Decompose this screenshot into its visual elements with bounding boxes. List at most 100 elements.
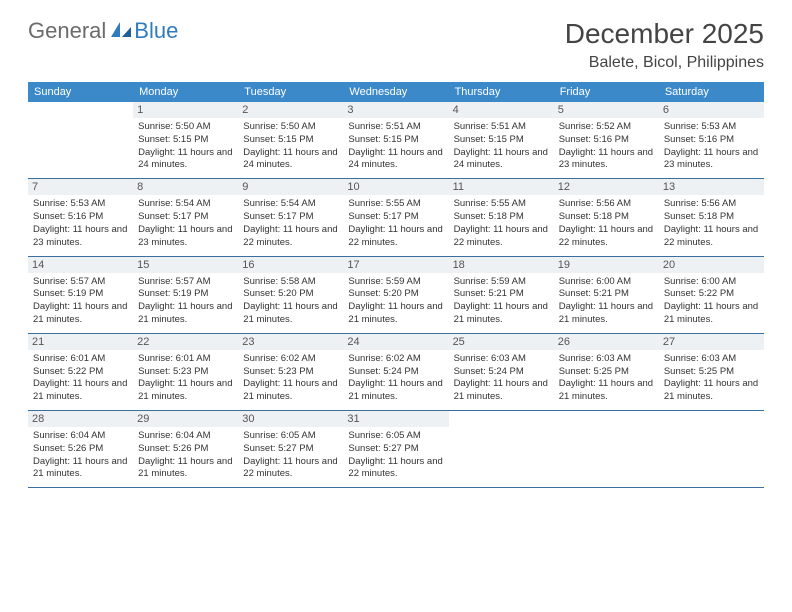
daylight-line: Daylight: 11 hours and 21 minutes.	[138, 301, 233, 327]
sunrise-line: Sunrise: 5:51 AM	[348, 121, 443, 134]
calendar-day-cell: 9 Sunrise: 5:54 AMSunset: 5:17 PMDaylight…	[238, 179, 343, 256]
calendar-day-cell: 14Sunrise: 5:57 AMSunset: 5:19 PMDayligh…	[28, 256, 133, 333]
calendar-day-cell: 31Sunrise: 6:05 AMSunset: 5:27 PMDayligh…	[343, 411, 448, 488]
day-number: 22	[133, 334, 238, 350]
day-info: Sunrise: 6:02 AMSunset: 5:23 PMDaylight:…	[243, 353, 338, 404]
logo-sail-icon	[110, 20, 132, 43]
day-info: Sunrise: 6:03 AMSunset: 5:25 PMDaylight:…	[559, 353, 654, 404]
day-info: Sunrise: 6:02 AMSunset: 5:24 PMDaylight:…	[348, 353, 443, 404]
calendar-day-cell: 27Sunrise: 6:03 AMSunset: 5:25 PMDayligh…	[659, 333, 764, 410]
sunrise-line: Sunrise: 5:52 AM	[559, 121, 654, 134]
location-text: Balete, Bicol, Philippines	[565, 54, 764, 72]
day-number: 1	[133, 102, 238, 118]
sunrise-line: Sunrise: 5:53 AM	[33, 198, 128, 211]
calendar-day-cell: 8Sunrise: 5:54 AMSunset: 5:17 PMDaylight…	[133, 179, 238, 256]
daylight-line: Daylight: 11 hours and 21 minutes.	[33, 378, 128, 404]
sunset-line: Sunset: 5:15 PM	[138, 134, 233, 147]
logo: General Blue	[28, 18, 178, 44]
sunrise-line: Sunrise: 5:57 AM	[33, 276, 128, 289]
sunset-line: Sunset: 5:17 PM	[348, 211, 443, 224]
sunrise-line: Sunrise: 5:53 AM	[664, 121, 759, 134]
sunrise-line: Sunrise: 6:01 AM	[33, 353, 128, 366]
daylight-line: Daylight: 11 hours and 22 minutes.	[243, 456, 338, 482]
day-number: 26	[554, 334, 659, 350]
calendar-day-cell: 22Sunrise: 6:01 AMSunset: 5:23 PMDayligh…	[133, 333, 238, 410]
day-info: Sunrise: 5:51 AMSunset: 5:15 PMDaylight:…	[454, 121, 549, 172]
sunset-line: Sunset: 5:22 PM	[664, 288, 759, 301]
sunrise-line: Sunrise: 6:03 AM	[559, 353, 654, 366]
day-info: Sunrise: 6:05 AMSunset: 5:27 PMDaylight:…	[243, 430, 338, 481]
daylight-line: Daylight: 11 hours and 21 minutes.	[454, 378, 549, 404]
calendar-day-cell: 10Sunrise: 5:55 AMSunset: 5:17 PMDayligh…	[343, 179, 448, 256]
calendar-week-row: 28Sunrise: 6:04 AMSunset: 5:26 PMDayligh…	[28, 411, 764, 488]
weekday-header: Sunday	[28, 82, 133, 102]
header: General Blue December 2025 Balete, Bicol…	[28, 18, 764, 72]
month-title: December 2025	[565, 18, 764, 50]
day-number: 29	[133, 411, 238, 427]
daylight-line: Daylight: 11 hours and 21 minutes.	[138, 378, 233, 404]
day-info: Sunrise: 5:58 AMSunset: 5:20 PMDaylight:…	[243, 276, 338, 327]
sunset-line: Sunset: 5:24 PM	[348, 366, 443, 379]
day-info: Sunrise: 5:56 AMSunset: 5:18 PMDaylight:…	[664, 198, 759, 249]
daylight-line: Daylight: 11 hours and 21 minutes.	[664, 301, 759, 327]
calendar-table: SundayMondayTuesdayWednesdayThursdayFrid…	[28, 82, 764, 488]
day-number: 28	[28, 411, 133, 427]
logo-text-general: General	[28, 18, 106, 44]
weekday-header: Monday	[133, 82, 238, 102]
sunrise-line: Sunrise: 5:58 AM	[243, 276, 338, 289]
daylight-line: Daylight: 11 hours and 21 minutes.	[243, 378, 338, 404]
sunset-line: Sunset: 5:16 PM	[559, 134, 654, 147]
day-number: 19	[554, 257, 659, 273]
day-number: 17	[343, 257, 448, 273]
sunset-line: Sunset: 5:17 PM	[243, 211, 338, 224]
day-info: Sunrise: 6:05 AMSunset: 5:27 PMDaylight:…	[348, 430, 443, 481]
daylight-line: Daylight: 11 hours and 22 minutes.	[559, 224, 654, 250]
day-number: 11	[449, 179, 554, 195]
daylight-line: Daylight: 11 hours and 21 minutes.	[243, 301, 338, 327]
calendar-day-cell: 21 Sunrise: 6:01 AMSunset: 5:22 PMDayligh…	[28, 333, 133, 410]
calendar-day-cell: 11Sunrise: 5:55 AMSunset: 5:18 PMDayligh…	[449, 179, 554, 256]
day-info: Sunrise: 5:57 AMSunset: 5:19 PMDaylight:…	[138, 276, 233, 327]
day-info: Sunrise: 6:00 AMSunset: 5:21 PMDaylight:…	[559, 276, 654, 327]
day-number: 30	[238, 411, 343, 427]
daylight-line: Daylight: 11 hours and 24 minutes.	[138, 147, 233, 173]
calendar-day-cell: 18Sunrise: 5:59 AMSunset: 5:21 PMDayligh…	[449, 256, 554, 333]
day-number: 15	[133, 257, 238, 273]
daylight-line: Daylight: 11 hours and 23 minutes.	[33, 224, 128, 250]
day-number: 9	[238, 179, 343, 195]
day-info: Sunrise: 5:56 AMSunset: 5:18 PMDaylight:…	[559, 198, 654, 249]
calendar-day-cell: 23 Sunrise: 6:02 AMSunset: 5:23 PMDayligh…	[238, 333, 343, 410]
day-info: Sunrise: 5:53 AMSunset: 5:16 PMDaylight:…	[33, 198, 128, 249]
day-number: 24	[343, 334, 448, 350]
day-number: 7	[28, 179, 133, 195]
sunset-line: Sunset: 5:15 PM	[454, 134, 549, 147]
daylight-line: Daylight: 11 hours and 22 minutes.	[454, 224, 549, 250]
sunset-line: Sunset: 5:19 PM	[33, 288, 128, 301]
weekday-header: Tuesday	[238, 82, 343, 102]
sunrise-line: Sunrise: 5:50 AM	[138, 121, 233, 134]
day-number: 8	[133, 179, 238, 195]
sunrise-line: Sunrise: 6:03 AM	[664, 353, 759, 366]
day-number: 20	[659, 257, 764, 273]
sunrise-line: Sunrise: 6:03 AM	[454, 353, 549, 366]
weekday-header: Thursday	[449, 82, 554, 102]
calendar-header-row: SundayMondayTuesdayWednesdayThursdayFrid…	[28, 82, 764, 102]
day-info: Sunrise: 6:01 AMSunset: 5:22 PMDaylight:…	[33, 353, 128, 404]
calendar-day-cell: 19 Sunrise: 6:00 AMSunset: 5:21 PMDayligh…	[554, 256, 659, 333]
sunrise-line: Sunrise: 6:00 AM	[559, 276, 654, 289]
daylight-line: Daylight: 11 hours and 22 minutes.	[243, 224, 338, 250]
day-info: Sunrise: 5:50 AMSunset: 5:15 PMDaylight:…	[138, 121, 233, 172]
daylight-line: Daylight: 11 hours and 23 minutes.	[138, 224, 233, 250]
day-number: 21	[28, 334, 133, 350]
sunset-line: Sunset: 5:19 PM	[138, 288, 233, 301]
day-info: Sunrise: 5:54 AMSunset: 5:17 PMDaylight:…	[243, 198, 338, 249]
day-number: 23	[238, 334, 343, 350]
daylight-line: Daylight: 11 hours and 24 minutes.	[454, 147, 549, 173]
sunset-line: Sunset: 5:25 PM	[559, 366, 654, 379]
sunrise-line: Sunrise: 6:00 AM	[664, 276, 759, 289]
weekday-header: Saturday	[659, 82, 764, 102]
calendar-day-cell	[554, 411, 659, 488]
logo-text-blue: Blue	[134, 18, 178, 44]
daylight-line: Daylight: 11 hours and 21 minutes.	[138, 456, 233, 482]
sunset-line: Sunset: 5:20 PM	[243, 288, 338, 301]
